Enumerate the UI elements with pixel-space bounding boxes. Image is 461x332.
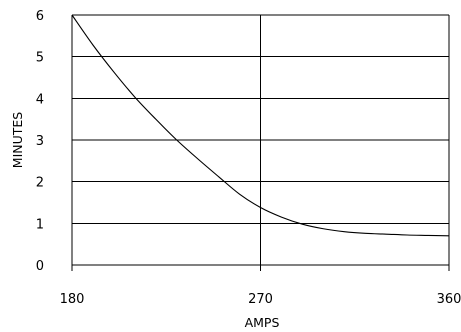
y-axis-title: MINUTES — [10, 112, 25, 169]
y-tick-labels: 0 1 2 3 4 5 6 — [36, 9, 44, 274]
y-tick-label: 1 — [36, 217, 44, 232]
y-tick-label: 5 — [36, 51, 44, 66]
y-tick-label: 0 — [36, 259, 44, 274]
series-layer — [71, 14, 450, 237]
x-tick-label: 270 — [248, 292, 273, 307]
y-tick-label: 2 — [36, 176, 44, 191]
y-tick-label: 3 — [36, 134, 44, 149]
x-tick-labels: 180 270 360 — [60, 292, 461, 307]
axes-layer — [71, 15, 450, 271]
y-tick-label: 4 — [36, 92, 44, 107]
x-tick-label: 180 — [60, 292, 85, 307]
x-axis-title: AMPS — [245, 315, 280, 330]
x-tick-label: 360 — [437, 292, 461, 307]
y-tick-label: 6 — [36, 9, 44, 24]
series-line — [71, 14, 450, 237]
grid-layer — [72, 14, 449, 265]
